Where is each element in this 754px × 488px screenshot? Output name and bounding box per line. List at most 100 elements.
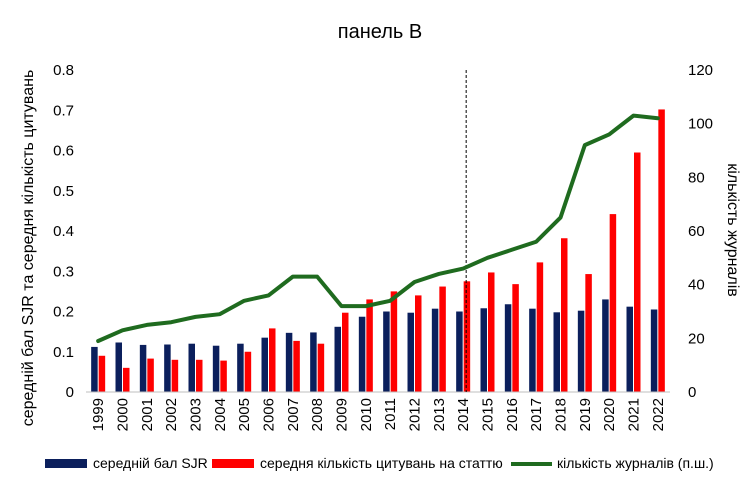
bar-sjr	[480, 308, 487, 392]
right-tick-label: 120	[688, 62, 713, 79]
left-tick-label: 0.3	[53, 263, 74, 280]
x-tick-label: 2016	[504, 398, 521, 431]
right-tick-label: 20	[688, 330, 705, 347]
bar-sjr	[602, 299, 609, 392]
left-tick-label: 0.6	[53, 143, 74, 160]
legend: середній бал SJR середня кількість цитув…	[45, 455, 714, 471]
legend-swatch-sjr	[45, 459, 87, 468]
bar-sjr	[358, 316, 366, 392]
bar-cites	[98, 355, 106, 392]
bar-cites	[317, 343, 325, 392]
bars-group	[86, 109, 670, 393]
bar-cites	[512, 284, 519, 392]
bar-cites	[244, 351, 252, 392]
x-tick-label: 1999	[90, 398, 107, 431]
x-tick-label: 2017	[528, 398, 545, 431]
bar-sjr	[577, 310, 585, 392]
right-tick-label: 100	[688, 116, 713, 133]
bar-sjr	[237, 343, 244, 392]
bar-sjr	[188, 343, 195, 392]
bar-cites	[269, 328, 276, 392]
x-tick-label: 2001	[139, 398, 156, 431]
legend-swatch-cites	[212, 459, 254, 468]
bar-cites	[220, 360, 227, 392]
x-tick-label: 2018	[553, 398, 570, 431]
bar-cites	[293, 340, 300, 392]
x-tick-label: 2011	[382, 398, 399, 430]
x-tick-label: 2004	[212, 398, 229, 431]
right-tick-label: 60	[688, 223, 705, 240]
bar-sjr	[431, 308, 439, 392]
x-tick-label: 2022	[650, 398, 667, 431]
x-tick-label: 2008	[309, 398, 326, 431]
bar-sjr	[553, 312, 560, 392]
bar-sjr	[164, 344, 171, 392]
bar-cites	[536, 262, 544, 392]
x-tick-label: 2021	[626, 398, 643, 431]
bar-cites	[658, 109, 665, 392]
right-tick-label: 40	[688, 277, 705, 294]
bar-sjr	[407, 312, 414, 392]
bar-sjr	[139, 344, 147, 392]
left-tick-label: 0	[66, 384, 74, 401]
x-tick-label: 2019	[577, 398, 594, 431]
right-axis-ticks: 0 20 40 60 80 100 120	[688, 62, 713, 401]
x-tick-label: 2020	[601, 398, 618, 431]
bar-sjr	[456, 311, 463, 392]
x-tick-label: 2012	[407, 398, 424, 431]
x-tick-label: 2000	[115, 398, 132, 431]
bar-cites	[196, 359, 203, 392]
bar-sjr	[650, 309, 658, 392]
x-axis-ticks: 1999 2000 2001 2002 2003 2004 2005 2006 2007 2008…	[90, 398, 667, 431]
bar-sjr	[383, 311, 390, 392]
x-tick-label: 2013	[431, 398, 448, 431]
bar-sjr	[91, 346, 98, 392]
bar-sjr	[626, 306, 633, 392]
bar-cites	[439, 286, 446, 392]
x-tick-label: 2015	[480, 398, 497, 431]
bar-sjr	[529, 308, 536, 392]
x-tick-label: 2005	[236, 398, 253, 431]
left-tick-label: 0.2	[53, 304, 74, 321]
bar-cites	[415, 295, 422, 392]
x-tick-label: 2003	[188, 398, 205, 431]
legend-label-cites: середня кількість цитувань на статтю	[260, 455, 503, 471]
x-tick-label: 2010	[358, 398, 375, 431]
bar-cites	[342, 312, 349, 392]
x-tick-label: 2006	[261, 398, 278, 431]
bar-cites	[123, 367, 130, 392]
x-tick-label: 2014	[455, 398, 472, 431]
right-axis-label: кількість журналів	[724, 163, 741, 297]
bar-sjr	[212, 345, 220, 392]
bar-sjr	[504, 304, 512, 392]
bar-cites	[609, 214, 617, 392]
left-tick-label: 0.1	[53, 344, 74, 361]
left-tick-label: 0.8	[53, 62, 74, 79]
bar-sjr	[310, 332, 317, 392]
line-series-group	[96, 113, 660, 344]
left-tick-label: 0.7	[53, 102, 74, 119]
bar-cites	[366, 299, 373, 392]
bar-cites	[463, 281, 471, 392]
bar-cites	[171, 359, 179, 392]
left-tick-label: 0.5	[53, 183, 74, 200]
bar-cites	[561, 238, 568, 392]
line-journals	[96, 113, 660, 344]
x-tick-label: 2002	[163, 398, 180, 431]
legend-label-sjr: середній бал SJR	[93, 455, 208, 471]
right-tick-label: 0	[688, 384, 696, 401]
x-tick-label: 2007	[285, 398, 302, 431]
bar-cites	[634, 152, 641, 392]
legend-label-journals: кількість журналів (п.ш.)	[557, 455, 714, 471]
right-tick-label: 80	[688, 169, 705, 186]
bar-sjr	[334, 326, 341, 392]
bar-sjr	[261, 337, 268, 392]
bar-cites	[585, 274, 592, 392]
left-axis-ticks: 0 0.1 0.2 0.3 0.4 0.5 0.6 0.7 0.8	[53, 62, 74, 401]
bar-sjr	[285, 332, 293, 392]
bar-cites	[488, 272, 495, 392]
left-tick-label: 0.4	[53, 223, 74, 240]
bar-cites	[390, 291, 398, 392]
